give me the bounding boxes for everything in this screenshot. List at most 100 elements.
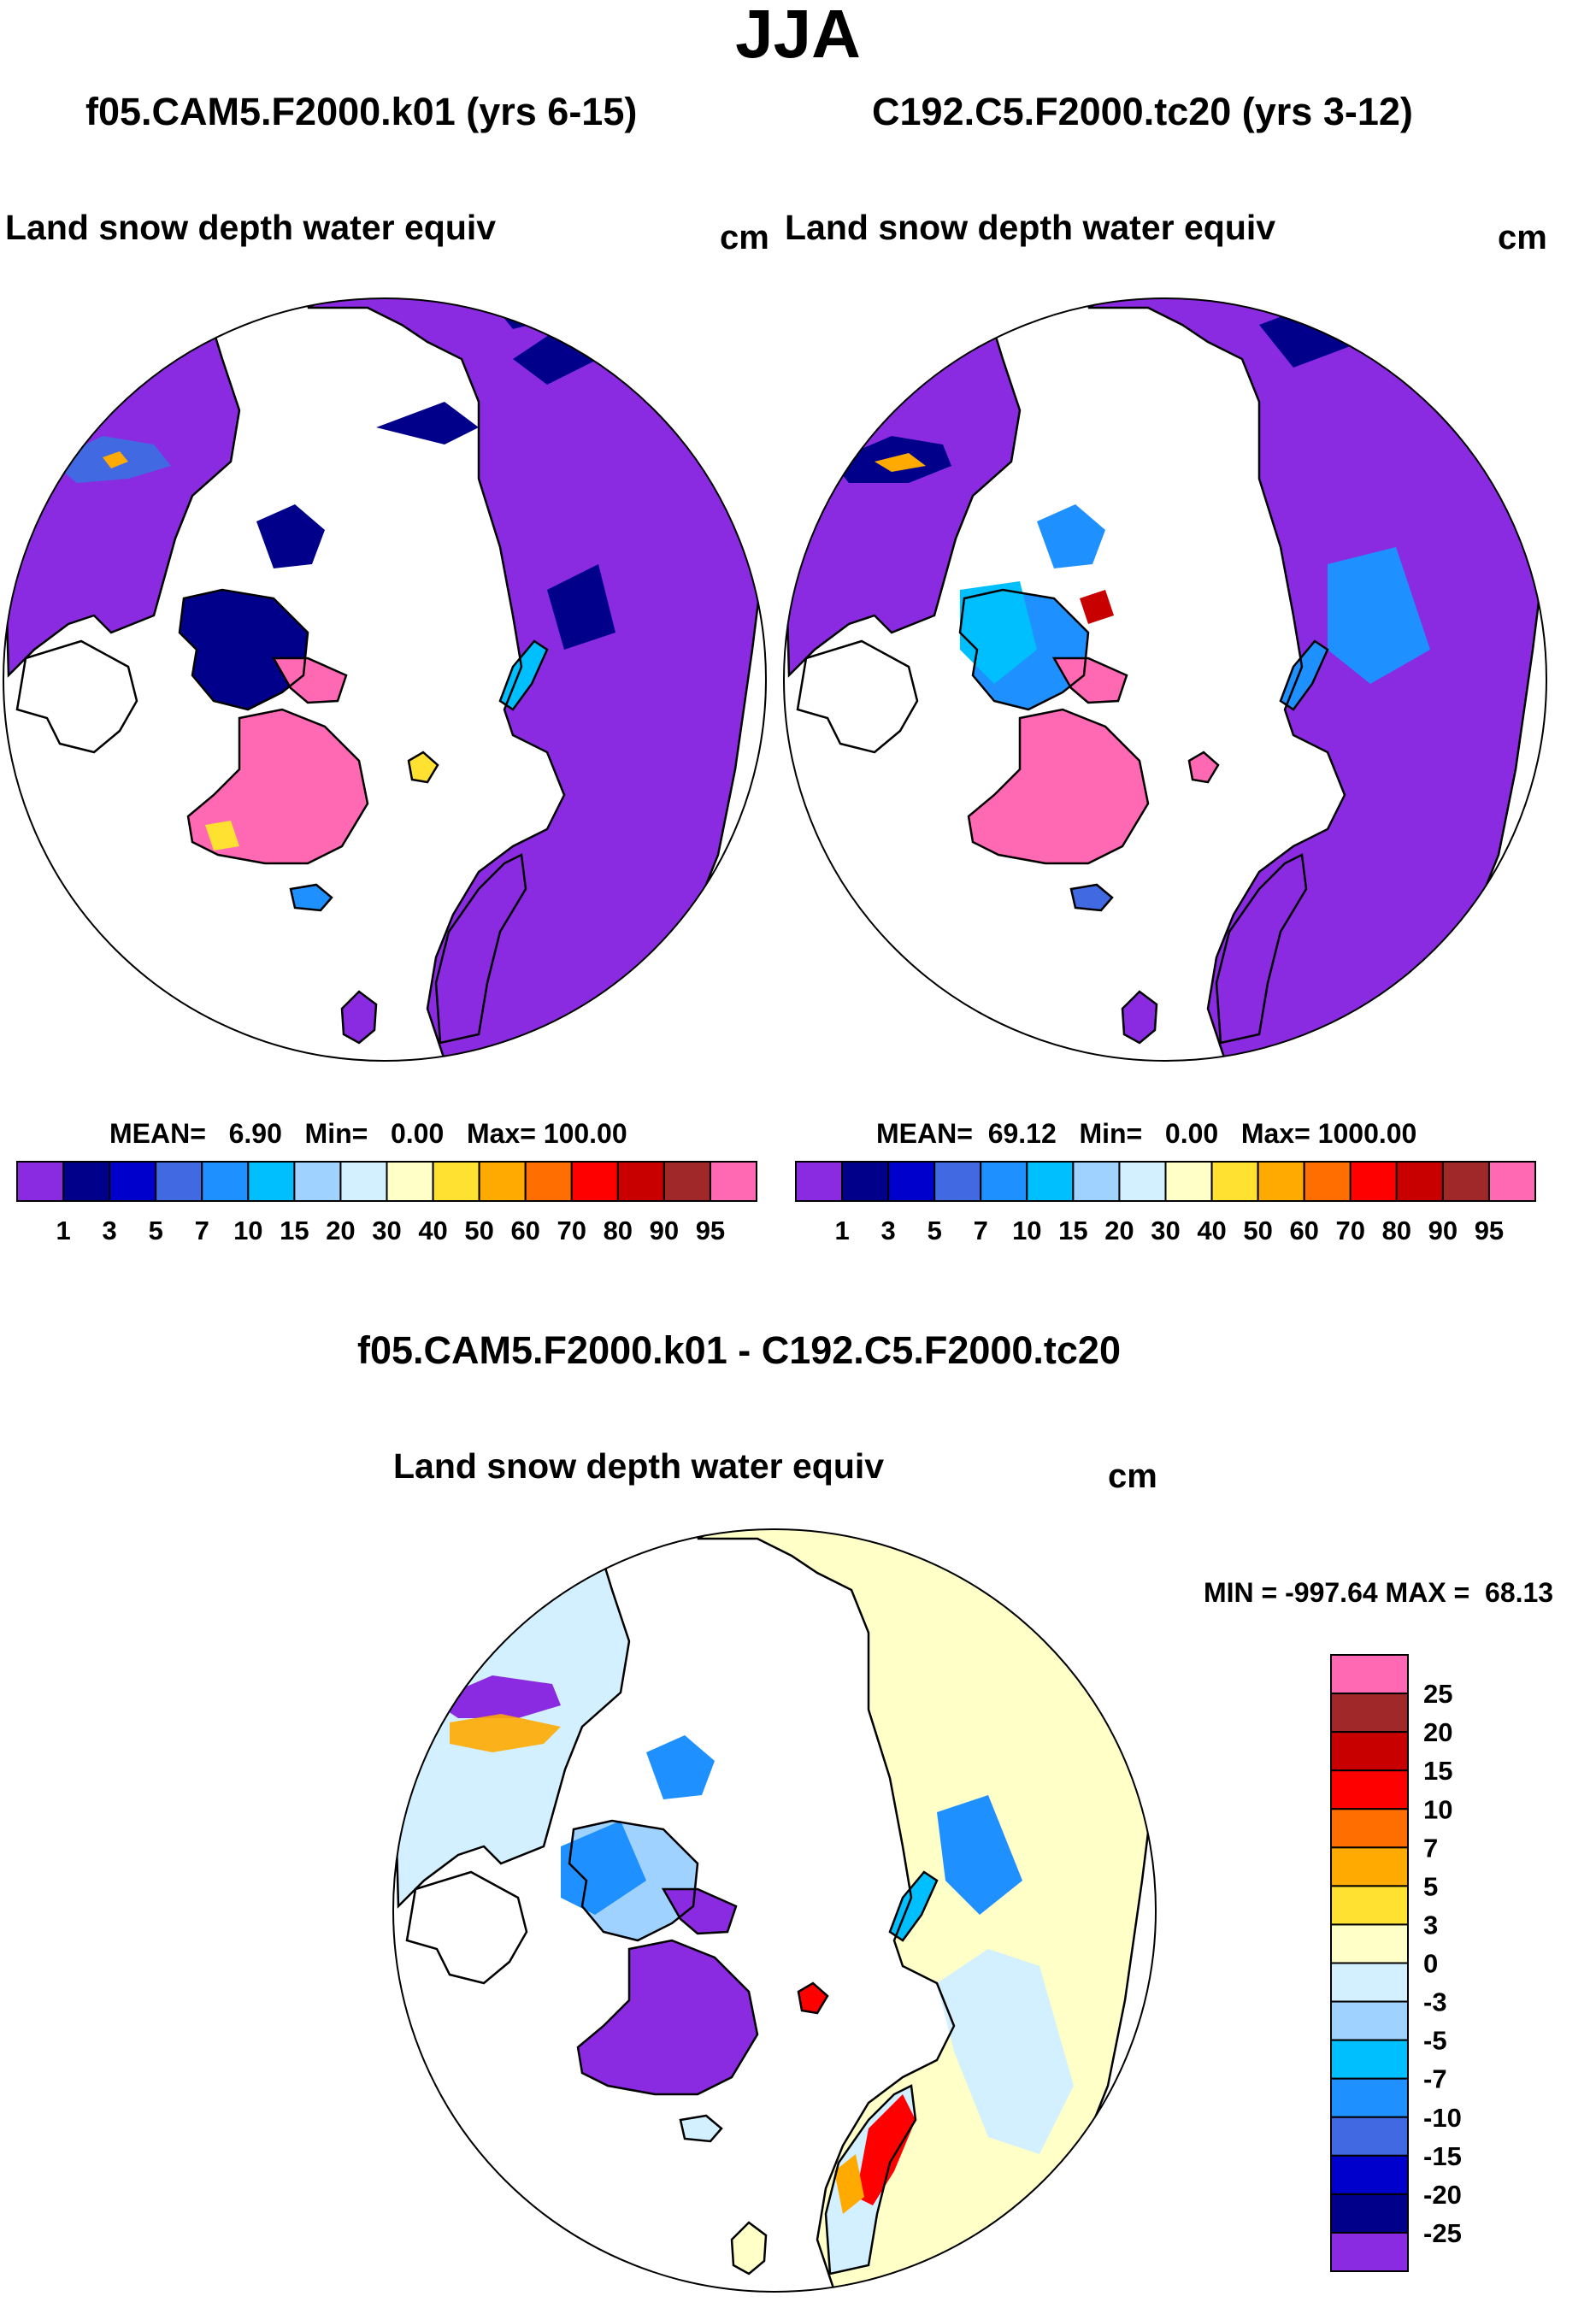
land-ellesmere	[274, 658, 346, 703]
left-min-value: 0.00	[390, 1118, 445, 1149]
colorbar-tick-label: 7	[974, 1216, 988, 1245]
coastline	[307, 298, 766, 1061]
colorbar-difference: 25 20 15 10 7 5 3 0 -3 -5 -7 -10 -15 -20 -25	[1330, 1654, 1462, 2272]
right-min-value: 0.00	[1164, 1118, 1219, 1149]
colorbar-box	[1330, 1808, 1409, 1849]
snow-anomaly-patch	[205, 821, 239, 851]
colorbar-box	[524, 1161, 573, 1202]
snow-anomaly-patch	[433, 1675, 561, 1718]
colorbar-box	[62, 1161, 111, 1202]
map-boundary	[783, 297, 1547, 1062]
colorbar-box	[1330, 1731, 1409, 1772]
colorbar-tick-label: 10	[233, 1216, 262, 1245]
snow-anomaly-patch	[834, 2154, 864, 2214]
colorbar-tick-label: 20	[326, 1216, 355, 1245]
colorbar-tick-label: 95	[1475, 1216, 1504, 1245]
colorbar-box	[1330, 1923, 1409, 1964]
colorbar-box	[16, 1161, 65, 1202]
coastline	[824, 2084, 917, 2276]
colorbar-box	[247, 1161, 296, 1202]
colorbar-box	[155, 1161, 203, 1202]
coastline	[1279, 639, 1329, 711]
left-min-label: Min=	[304, 1118, 368, 1149]
diff-max-value: 68.13	[1485, 1577, 1554, 1608]
right-min-label: Min=	[1079, 1118, 1143, 1149]
snow-anomaly-patch	[1328, 547, 1430, 684]
coastline	[407, 751, 439, 784]
diff-units: cm	[1108, 1457, 1157, 1495]
map-boundary	[3, 297, 767, 1062]
snow-anomaly-patch	[1080, 590, 1114, 624]
colorbar-box	[1441, 1161, 1490, 1202]
coastline	[576, 1939, 759, 2096]
colorbar-tick-label: -3	[1423, 1987, 1447, 2017]
snow-anomaly-patch	[886, 1529, 954, 1547]
snow-anomaly-patch	[103, 451, 128, 468]
coastline	[498, 639, 549, 711]
colorbar-box	[201, 1161, 250, 1202]
colorbar-tick-label: 95	[696, 1216, 725, 1245]
diff-stats: MIN = -997.64 MAX = 68.13	[1204, 1576, 1553, 1609]
coastline	[967, 708, 1150, 865]
colorbar-tick-label: -15	[1423, 2141, 1462, 2171]
diff-min-value: -997.64	[1285, 1577, 1378, 1608]
colorbar-box	[432, 1161, 480, 1202]
snow-anomaly-patch	[856, 2094, 916, 2205]
snow-anomaly-patch	[869, 1462, 937, 1522]
colorbar-box	[1330, 1769, 1409, 1810]
map-control	[3, 297, 767, 1062]
land-ellesmere	[663, 1889, 736, 1934]
snow-anomaly-patch	[376, 402, 479, 445]
colorbar-box	[1395, 1161, 1444, 1202]
colorbar-box	[841, 1161, 890, 1202]
diff-field-title: Land snow depth water equiv	[393, 1446, 885, 1486]
colorbar-box	[1330, 2116, 1409, 2157]
colorbar-tick-label: 60	[510, 1216, 539, 1245]
land-hudsonArchBlob	[646, 1735, 715, 1799]
colorbar-experiment: 1 3 5 7 10 15 20 30 40 50 60 70 80 90 95	[795, 1161, 1536, 1245]
land-scandinavia	[436, 855, 526, 1043]
coastline	[1121, 990, 1158, 1045]
colorbar-tick-label: 5	[149, 1216, 163, 1245]
land-greenland	[969, 709, 1148, 863]
colorbar-box	[1026, 1161, 1075, 1202]
coastline	[1215, 853, 1308, 1045]
right-units: cm	[1498, 219, 1547, 256]
snow-anomaly-patch	[547, 564, 615, 650]
colorbar-tick-label: 15	[1058, 1216, 1087, 1245]
land-iceland	[291, 885, 332, 910]
colorbar-box	[1210, 1161, 1259, 1202]
colorbar-box	[1072, 1161, 1121, 1202]
colorbar-tick-label: 40	[1197, 1216, 1226, 1245]
land-hudsonArchBlob	[1037, 504, 1105, 568]
right-field-title: Land snow depth water equiv	[785, 208, 1276, 247]
land-archipelago	[180, 590, 308, 709]
colorbar-tick-label: -20	[1423, 2180, 1462, 2210]
coastline	[178, 588, 309, 711]
snow-anomaly-patch	[875, 453, 926, 472]
colorbar-tick-label: 10	[1423, 1794, 1452, 1824]
land-ukIslands	[732, 2223, 766, 2274]
coastline	[393, 1529, 631, 1909]
colorbar-tick-label: 30	[1151, 1216, 1180, 1245]
colorbar-tick-label: -25	[1423, 2218, 1462, 2248]
colorbar-tick-label: 7	[195, 1216, 209, 1245]
colorbar-box	[1330, 1654, 1409, 1695]
colorbar-tick-label: 60	[1289, 1216, 1318, 1245]
colorbar-box	[709, 1161, 757, 1202]
diff-run-title: f05.CAM5.F2000.k01 - C192.C5.F2000.tc20	[357, 1328, 1121, 1372]
colorbar-tick-label: -10	[1423, 2103, 1462, 2133]
colorbar-box	[1330, 2077, 1409, 2118]
colorbar-box	[478, 1161, 527, 1202]
colorbar-tick-label: 80	[604, 1216, 633, 1245]
colorbar-tick-label: 15	[1423, 1756, 1452, 1786]
colorbar-box	[1330, 2193, 1409, 2234]
coastline	[568, 1819, 699, 1942]
colorbar-tick-label: 3	[881, 1216, 896, 1245]
colorbar-box	[1330, 1885, 1409, 1926]
colorbar-box	[1118, 1161, 1167, 1202]
colorbar-box	[293, 1161, 342, 1202]
snow-anomaly-patch	[655, 1992, 689, 2034]
coastline	[958, 588, 1090, 711]
land-greenland	[188, 709, 368, 863]
